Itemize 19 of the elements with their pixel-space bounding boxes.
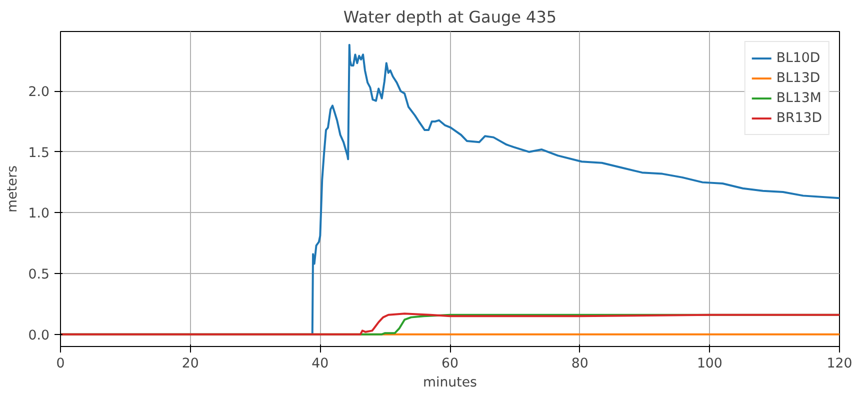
x-tick-label: 80 xyxy=(571,356,588,372)
y-tick-label: 2.0 xyxy=(28,85,50,100)
legend-label: BL13D xyxy=(776,70,820,86)
x-tick-label: 100 xyxy=(696,356,722,372)
x-tick-label: 0 xyxy=(56,356,65,372)
x-tick-label: 120 xyxy=(826,356,852,372)
y-tick-label: 1.5 xyxy=(28,146,50,161)
legend-label: BL13M xyxy=(776,90,822,106)
y-tick-label: 1.0 xyxy=(28,206,50,222)
legend-label: BL10D xyxy=(776,50,820,66)
x-tick-label: 60 xyxy=(442,356,458,372)
y-tick-label: 0.0 xyxy=(28,328,50,344)
x-tick-label: 20 xyxy=(182,356,199,372)
x-axis-title: minutes xyxy=(423,376,478,390)
chart-title: Water depth at Gauge 435 xyxy=(343,8,557,26)
legend-label: BR13D xyxy=(776,110,822,126)
y-tick-label: 0.5 xyxy=(28,268,50,283)
x-tick-label: 40 xyxy=(312,356,329,372)
y-axis-title: meters xyxy=(5,165,20,213)
